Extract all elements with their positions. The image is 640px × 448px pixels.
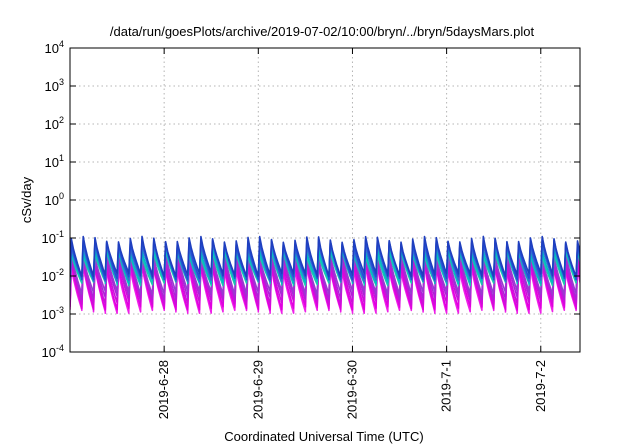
x-tick-label: 2019-7-1 [439, 360, 454, 412]
y-tick-label: 100 [45, 191, 64, 208]
series-line [70, 256, 580, 306]
y-axis: 10-4 10-3 10-2 10-1 100 101 102 103 104 [42, 39, 580, 360]
x-tick-label: 2019-6-28 [156, 360, 171, 419]
series-line [70, 235, 580, 278]
y-tick-label: 104 [45, 39, 64, 56]
x-tick-label: 2019-6-30 [344, 360, 359, 419]
series-line [70, 252, 580, 301]
y-tick-label: 102 [45, 115, 64, 132]
y-tick-label: 103 [45, 77, 64, 94]
chart-title: /data/run/goesPlots/archive/2019-07-02/1… [110, 24, 535, 39]
plot-series [70, 235, 580, 314]
x-axis-label: Coordinated Universal Time (UTC) [224, 429, 423, 444]
y-tick-label: 10-3 [42, 305, 64, 322]
y-axis-label: cSv/day [19, 176, 34, 223]
y-tick-label: 101 [45, 153, 64, 170]
y-tick-label: 10-2 [42, 267, 64, 284]
y-tick-label: 10-1 [42, 229, 64, 246]
series-line [70, 250, 580, 296]
x-tick-label: 2019-7-2 [533, 360, 548, 412]
x-tick-label: 2019-6-29 [250, 360, 265, 419]
x-axis: 2019-6-28 2019-6-29 2019-6-30 2019-7-1 2019-… [156, 48, 548, 419]
y-tick-label: 10-4 [42, 343, 64, 360]
